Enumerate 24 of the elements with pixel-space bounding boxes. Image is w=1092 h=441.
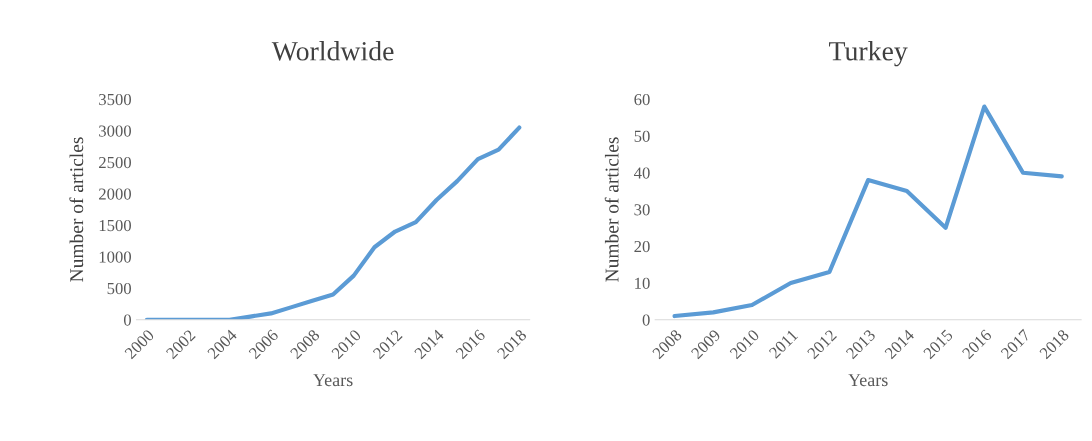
y-tick-label: 0	[642, 314, 650, 326]
y-tick-label: 50	[634, 130, 650, 142]
y-tick-label: 3500	[99, 93, 131, 106]
y-tick-label: 3000	[99, 125, 131, 137]
y-tick-label: 30	[634, 204, 650, 216]
line-series	[672, 104, 1064, 319]
y-axis-title: Number of articles	[604, 137, 619, 282]
x-tick-label: 2011	[768, 329, 799, 359]
chart-title: Worldwide	[271, 41, 394, 61]
chart-title: Turkey	[829, 41, 908, 67]
x-axis-title: Years	[848, 374, 888, 387]
y-tick-label: 500	[107, 282, 131, 295]
y-tick-label: 40	[634, 167, 650, 179]
x-axis-title: Years	[313, 374, 353, 387]
y-tick-label: 60	[634, 93, 650, 106]
y-tick-label: 0	[123, 314, 131, 326]
line-series	[144, 125, 522, 320]
y-tick-label: 1500	[99, 219, 131, 232]
y-tick-label: 2000	[99, 188, 131, 200]
y-tick-label: 2500	[99, 156, 131, 169]
y-tick-label: 20	[634, 240, 650, 253]
y-axis-title: Number of articles	[69, 137, 84, 282]
y-tick-label: 10	[635, 277, 650, 289]
y-tick-label: 1000	[99, 251, 131, 263]
